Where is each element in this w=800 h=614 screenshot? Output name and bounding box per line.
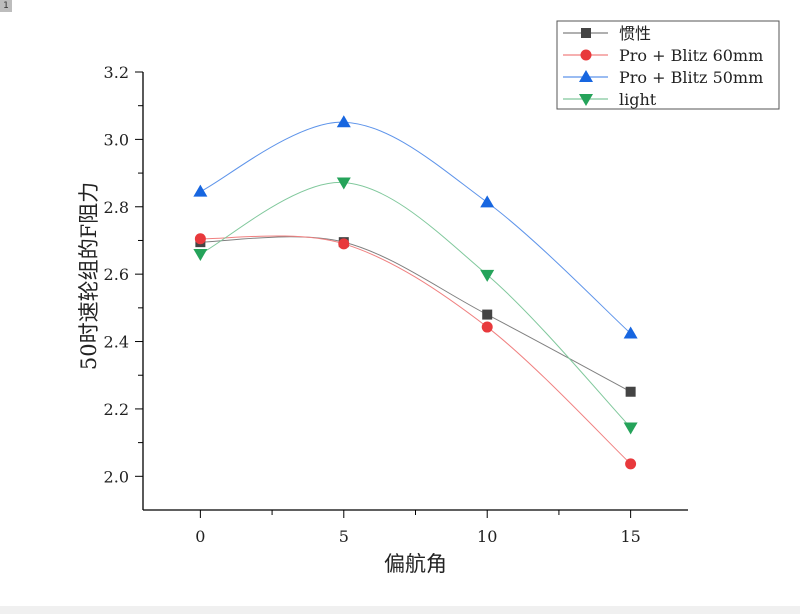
series-line [200, 182, 631, 428]
series-0 [195, 236, 636, 397]
legend: 惯性 Pro + Blitz 60mm Pro + Blitz 50mm light [556, 20, 780, 110]
data-point [481, 321, 493, 333]
legend-label: Pro + Blitz 50mm [619, 68, 763, 87]
data-point [480, 195, 495, 208]
x-tick-label: 0 [195, 527, 205, 546]
data-point [625, 458, 637, 470]
data-point [193, 184, 208, 197]
y-tick-label: 2.2 [104, 400, 129, 419]
x-tick-label: 15 [620, 527, 640, 546]
data-point [623, 422, 638, 435]
y-axis-label: 50时速轮组的F阻力 [77, 182, 101, 370]
data-point [336, 115, 351, 128]
y-tick-label: 3.2 [104, 63, 129, 82]
series-line [200, 121, 631, 334]
legend-marker [581, 28, 591, 38]
series-3 [193, 177, 638, 435]
data-point [338, 238, 350, 250]
legend-label: 惯性 [619, 24, 651, 43]
data-point [482, 309, 493, 320]
y-tick-label: 2.6 [104, 265, 129, 284]
legend-marker [580, 49, 592, 61]
data-point [623, 326, 638, 339]
legend-label: light [619, 90, 657, 109]
data-point [194, 233, 206, 245]
y-tick-label: 3.0 [104, 130, 129, 149]
series-line [200, 236, 631, 393]
legend-marker [579, 94, 593, 106]
data-point [193, 248, 208, 261]
data-point [480, 269, 495, 282]
legend-box [556, 20, 780, 110]
series-line [200, 235, 631, 465]
series-1 [194, 233, 637, 470]
y-tick-label: 2.8 [104, 198, 129, 217]
bottom-strip [0, 606, 800, 614]
legend-label: Pro + Blitz 60mm [619, 46, 763, 65]
legend-marker [579, 70, 593, 82]
page-number-badge: 1 [0, 0, 12, 12]
y-tick-label: 2.4 [104, 333, 129, 352]
data-point [336, 177, 351, 190]
data-point [625, 386, 636, 397]
x-tick-label: 5 [339, 527, 349, 546]
series-2 [193, 115, 638, 339]
y-tick-label: 2.0 [104, 467, 129, 486]
x-axis-label: 偏航角 [384, 552, 447, 576]
x-tick-label: 10 [477, 527, 497, 546]
